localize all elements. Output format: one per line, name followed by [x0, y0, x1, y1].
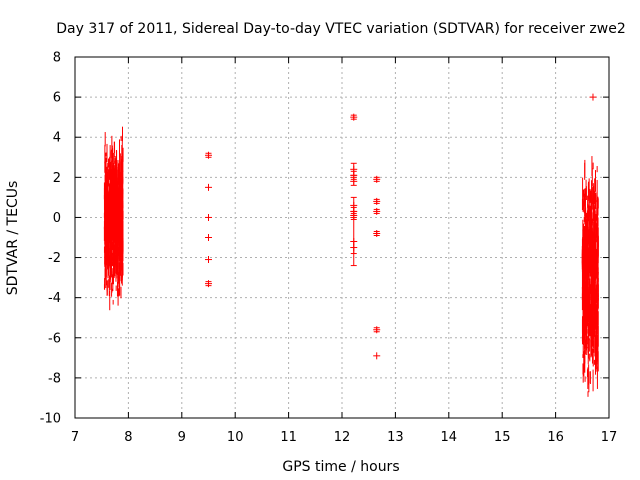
cluster-16.5h [581, 156, 599, 397]
chart-title: Day 317 of 2011, Sidereal Day-to-day VTE… [56, 21, 626, 37]
y-tick-label: -4 [48, 291, 61, 306]
data-point [373, 352, 381, 360]
x-axis-label: GPS time / hours [282, 459, 399, 475]
x-tick-label: 13 [387, 430, 404, 445]
cluster-07.5h [103, 126, 124, 311]
data-point [373, 197, 381, 205]
x-tick-label: 16 [547, 430, 564, 445]
plot-frame [74, 56, 610, 419]
x-tick-label: 17 [601, 430, 618, 445]
data-points [205, 93, 597, 360]
y-tick-label: 4 [53, 131, 61, 146]
data-point [373, 207, 381, 215]
x-tick-label: 9 [178, 430, 186, 445]
dense-clusters [103, 126, 599, 397]
grid [75, 57, 609, 418]
y-tick-label: 8 [53, 51, 61, 66]
y-tick-label: -6 [48, 331, 61, 346]
x-tick-label: 14 [441, 430, 458, 445]
data-point [205, 256, 212, 264]
x-tick-label: 8 [124, 430, 132, 445]
x-tick-label: 15 [494, 430, 511, 445]
data-point [205, 151, 212, 159]
data-point [205, 234, 212, 241]
x-tick-label: 7 [71, 430, 79, 445]
x-tick-labels: 7 8 9 10 11 12 13 14 15 16 17 [71, 430, 617, 445]
y-tick-label: 2 [53, 171, 61, 186]
data-point [350, 113, 358, 121]
y-tick-label: -10 [40, 412, 61, 427]
y-tick-labels: -10 -8 -6 -4 -2 0 2 4 6 8 [40, 51, 61, 427]
y-tick-label: -8 [48, 371, 61, 386]
x-tick-label: 10 [227, 430, 244, 445]
data-point [373, 175, 381, 183]
data-point [205, 183, 212, 191]
y-tick-label: 0 [53, 211, 61, 226]
y-tick-label: 6 [53, 91, 61, 106]
data-point [373, 229, 381, 237]
data-point [205, 213, 212, 221]
data-point [373, 326, 381, 334]
x-tick-label: 11 [280, 430, 297, 445]
data-point [205, 280, 212, 288]
data-point [350, 241, 358, 255]
data-point [589, 93, 597, 101]
x-tick-label: 12 [334, 430, 351, 445]
data-point [350, 176, 358, 186]
y-axis-label: SDTVAR / TECUs [5, 181, 21, 296]
y-tick-label: -2 [48, 251, 61, 266]
